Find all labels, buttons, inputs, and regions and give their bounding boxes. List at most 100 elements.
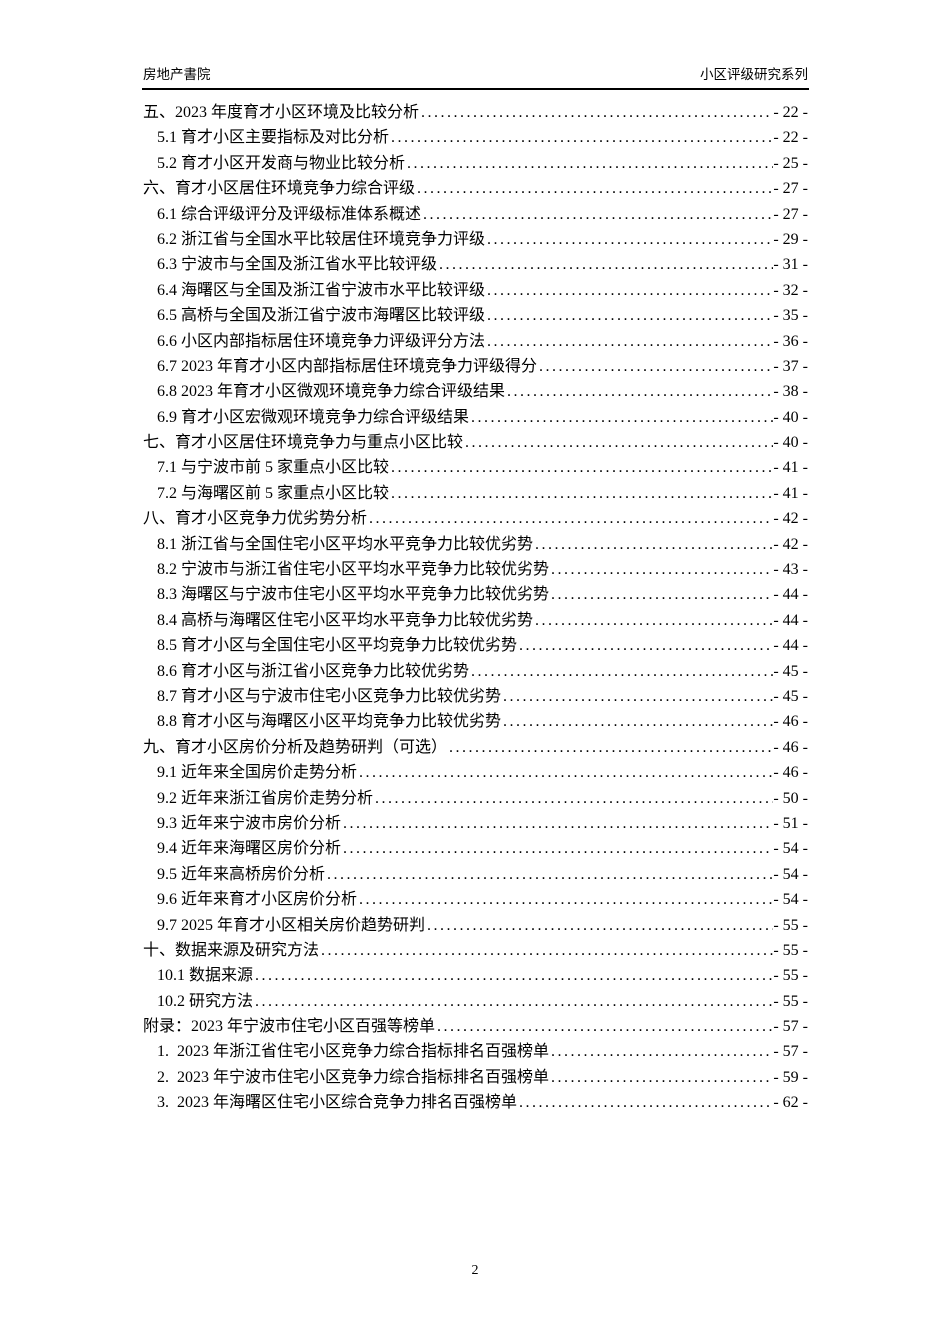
toc-entry[interactable]: 五、2023 年度育才小区环境及比较分析 ...................… — [143, 100, 808, 125]
toc-entry-page: - 57 - — [773, 1043, 808, 1061]
toc-entry-title: 2. 2023 年宁波市住宅小区竞争力综合指标排名百强榜单 — [157, 1068, 550, 1086]
toc-entry[interactable]: 七、育才小区居住环境竞争力与重点小区比较 ...................… — [143, 430, 808, 455]
toc-entry-page: - 40 - — [773, 408, 808, 426]
dot-leader: ........................................… — [471, 662, 773, 680]
toc-entry[interactable]: 6.7 2023 年育才小区内部指标居住环境竞争力评级得分 ..........… — [143, 354, 808, 379]
toc-entry-title: 8.5 育才小区与全国住宅小区平均竞争力比较优劣势 — [157, 637, 518, 655]
toc-entry-page: - 44 - — [773, 637, 808, 655]
toc-entry[interactable]: 7.1 与宁波市前 5 家重点小区比较 ....................… — [143, 455, 808, 480]
dot-leader: ........................................… — [391, 129, 774, 147]
toc-entry-page: - 59 - — [773, 1068, 808, 1086]
toc-entry-page: - 32 - — [773, 281, 808, 299]
toc-entry[interactable]: 八、育才小区竞争力优劣势分析 .........................… — [143, 506, 808, 531]
toc-entry-title: 九、育才小区房价分析及趋势研判（可选） — [143, 738, 448, 756]
toc-entry[interactable]: 十、数据来源及研究方法 ............................… — [143, 938, 808, 963]
toc-entry[interactable]: 6.2 浙江省与全国水平比较居住环境竞争力评级 ................… — [143, 227, 808, 252]
toc-entry-page: - 46 - — [773, 738, 808, 756]
toc-entry[interactable]: 8.2 宁波市与浙江省住宅小区平均水平竞争力比较优劣势 ............… — [143, 557, 808, 582]
dot-leader: ........................................… — [343, 814, 773, 832]
toc-entry[interactable]: 6.8 2023 年育才小区微观环境竞争力综合评级结果 ............… — [143, 379, 808, 404]
toc-entry-page: - 42 - — [773, 510, 808, 528]
toc-entry[interactable]: 9.4 近年来海曙区房价分析 .........................… — [143, 836, 808, 861]
toc-entry[interactable]: 九、育才小区房价分析及趋势研判（可选） ....................… — [143, 735, 808, 760]
toc-entry-title: 9.3 近年来宁波市房价分析 — [157, 814, 342, 832]
toc-entry-title: 十、数据来源及研究方法 — [143, 941, 320, 959]
toc-entry-title: 8.6 育才小区与浙江省小区竞争力比较优劣势 — [157, 662, 470, 680]
toc-entry-page: - 29 - — [773, 230, 808, 248]
toc-entry[interactable]: 7.2 与海曙区前 5 家重点小区比较 ....................… — [143, 481, 808, 506]
toc-entry-title: 8.1 浙江省与全国住宅小区平均水平竞争力比较优劣势 — [157, 535, 534, 553]
toc-entry-title: 10.1 数据来源 — [157, 967, 254, 985]
dot-leader: ........................................… — [471, 408, 773, 426]
toc-entry-page: - 54 - — [773, 891, 808, 909]
toc-entry-title: 6.8 2023 年育才小区微观环境竞争力综合评级结果 — [157, 383, 506, 401]
toc-entry-page: - 62 - — [773, 1094, 808, 1112]
dot-leader: ........................................… — [359, 764, 773, 782]
dot-leader: ........................................… — [551, 1068, 773, 1086]
toc-entry[interactable]: 六、育才小区居住环境竞争力综合评级 ......................… — [143, 176, 808, 201]
dot-leader: ........................................… — [343, 840, 773, 858]
toc-entry[interactable]: 8.4 高桥与海曙区住宅小区平均水平竞争力比较优劣势 .............… — [143, 608, 808, 633]
toc-entry[interactable]: 9.7 2025 年育才小区相关房价趋势研判 .................… — [143, 913, 808, 938]
toc-entry[interactable]: 8.1 浙江省与全国住宅小区平均水平竞争力比较优劣势 .............… — [143, 532, 808, 557]
page-number: 2 — [471, 1263, 479, 1278]
toc-entry-title: 五、2023 年度育才小区环境及比较分析 — [143, 104, 420, 121]
toc-entry[interactable]: 6.1 综合评级评分及评级标准体系概述 ....................… — [143, 202, 808, 227]
toc-entry-title: 10.2 研究方法 — [157, 992, 254, 1010]
header-right-text: 小区评级研究系列 — [700, 67, 808, 82]
toc-entry[interactable]: 1. 2023 年浙江省住宅小区竞争力综合指标排名百强榜单 ..........… — [143, 1039, 808, 1064]
toc-entry[interactable]: 6.5 高桥与全国及浙江省宁波市海曙区比较评级 ................… — [143, 303, 808, 328]
toc-entry[interactable]: 10.2 研究方法 ..............................… — [143, 989, 808, 1014]
toc-entry-page: - 22 - — [773, 104, 808, 121]
toc-entry[interactable]: 5.2 育才小区开发商与物业比较分析 .....................… — [143, 151, 808, 176]
toc-entry-title: 8.8 育才小区与海曙区小区平均竞争力比较优劣势 — [157, 713, 502, 731]
dot-leader: ........................................… — [421, 104, 773, 121]
toc-entry[interactable]: 9.3 近年来宁波市房价分析 .........................… — [143, 811, 808, 836]
toc-entry-title: 6.2 浙江省与全国水平比较居住环境竞争力评级 — [157, 230, 486, 248]
toc-entry-page: - 38 - — [773, 383, 808, 401]
toc-entry-page: - 45 - — [773, 662, 808, 680]
dot-leader: ........................................… — [519, 1094, 774, 1112]
toc-entry[interactable]: 6.6 小区内部指标居住环境竞争力评级评分方法 ................… — [143, 329, 808, 354]
dot-leader: ........................................… — [551, 586, 773, 604]
toc-entry[interactable]: 9.2 近年来浙江省房价走势分析 .......................… — [143, 786, 808, 811]
toc-entry-title: 8.4 高桥与海曙区住宅小区平均水平竞争力比较优劣势 — [157, 611, 534, 629]
toc-entry[interactable]: 9.6 近年来育才小区房价分析 ........................… — [143, 887, 808, 912]
dot-leader: ........................................… — [507, 383, 774, 401]
toc-entry-title: 八、育才小区竞争力优劣势分析 — [143, 510, 368, 528]
toc-entry-page: - 46 - — [773, 713, 808, 731]
toc-entry[interactable]: 附录：2023 年宁波市住宅小区百强等榜单 ..................… — [143, 1014, 808, 1039]
dot-leader: ........................................… — [439, 256, 773, 274]
toc-entry[interactable]: 9.5 近年来高桥房价分析 ..........................… — [143, 862, 808, 887]
toc-entry[interactable]: 8.7 育才小区与宁波市住宅小区竞争力比较优劣势 ...............… — [143, 684, 808, 709]
dot-leader: ........................................… — [487, 332, 774, 350]
toc-entry-page: - 27 - — [773, 180, 808, 198]
toc-entry-title: 9.4 近年来海曙区房价分析 — [157, 840, 342, 858]
toc-entry[interactable]: 8.3 海曙区与宁波市住宅小区平均水平竞争力比较优劣势 ............… — [143, 582, 808, 607]
dot-leader: ........................................… — [417, 180, 774, 198]
toc-entry[interactable]: 8.6 育才小区与浙江省小区竞争力比较优劣势 .................… — [143, 659, 808, 684]
toc-entry[interactable]: 6.4 海曙区与全国及浙江省宁波市水平比较评级 ................… — [143, 278, 808, 303]
toc-entry[interactable]: 3. 2023 年海曙区住宅小区综合竞争力排名百强榜单 ............… — [143, 1090, 808, 1115]
toc-entry[interactable]: 5.1 育才小区主要指标及对比分析 ......................… — [143, 125, 808, 150]
dot-leader: ........................................… — [519, 637, 774, 655]
toc-entry[interactable]: 10.1 数据来源 ..............................… — [143, 963, 808, 988]
toc-entry-page: - 40 - — [773, 434, 808, 452]
toc-entry-page: - 35 - — [773, 307, 808, 325]
toc-entry[interactable]: 9.1 近年来全国房价走势分析 ........................… — [143, 760, 808, 785]
toc-entry-title: 6.6 小区内部指标居住环境竞争力评级评分方法 — [157, 332, 486, 350]
toc-entry[interactable]: 8.5 育才小区与全国住宅小区平均竞争力比较优劣势 ..............… — [143, 633, 808, 658]
toc-entry[interactable]: 8.8 育才小区与海曙区小区平均竞争力比较优劣势 ...............… — [143, 709, 808, 734]
toc-entry-page: - 27 - — [773, 205, 808, 223]
toc-entry-title: 1. 2023 年浙江省住宅小区竞争力综合指标排名百强榜单 — [157, 1043, 550, 1061]
toc-entry-page: - 55 - — [773, 941, 808, 959]
toc-entry-title: 8.2 宁波市与浙江省住宅小区平均水平竞争力比较优劣势 — [157, 561, 550, 579]
toc-entry[interactable]: 2. 2023 年宁波市住宅小区竞争力综合指标排名百强榜单 ..........… — [143, 1065, 808, 1090]
toc-entry-title: 7.2 与海曙区前 5 家重点小区比较 — [157, 484, 390, 502]
dot-leader: ........................................… — [321, 941, 774, 959]
dot-leader: ........................................… — [423, 205, 773, 223]
toc-entry[interactable]: 6.3 宁波市与全国及浙江省水平比较评级 ...................… — [143, 252, 808, 277]
toc-entry-page: - 51 - — [773, 814, 808, 832]
toc-entry[interactable]: 6.9 育才小区宏微观环境竞争力综合评级结果 .................… — [143, 405, 808, 430]
